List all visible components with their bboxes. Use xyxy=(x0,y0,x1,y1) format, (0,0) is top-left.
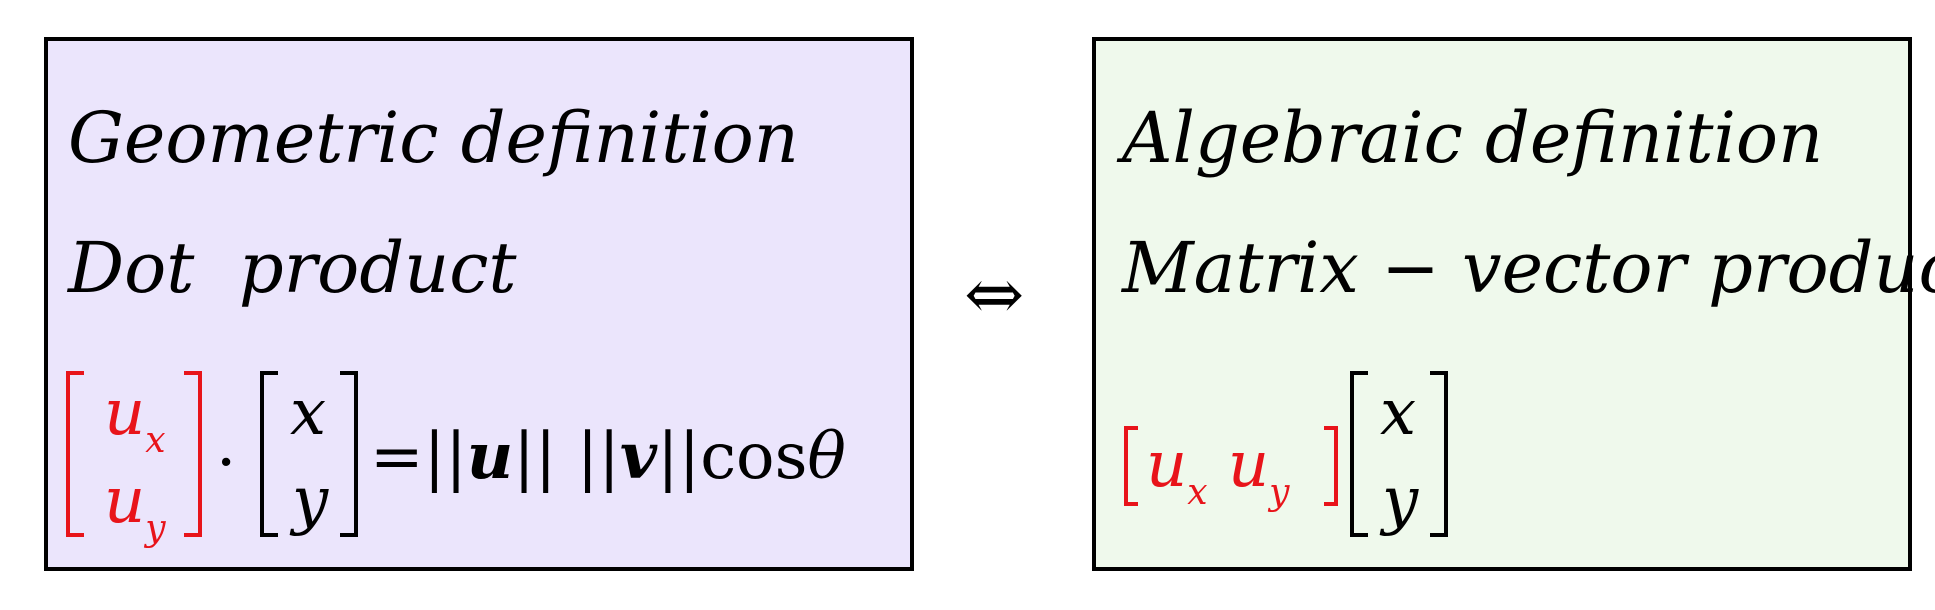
equivalence-arrow: ⇔ xyxy=(964,252,1025,336)
dot-product-title: Dot product xyxy=(68,227,517,309)
vector-x-entry: x xyxy=(290,376,327,450)
u-x-symbol: u xyxy=(104,376,146,450)
left-bracket-u xyxy=(66,371,84,537)
row-u-y-subscript: y xyxy=(1269,472,1290,513)
row-u-y-symbol: u xyxy=(1227,428,1270,502)
row-u-x-symbol: u xyxy=(1146,428,1188,502)
row-u-x-subscript: x xyxy=(1187,472,1208,513)
col-x-entry: x xyxy=(1380,376,1417,450)
norm-expression: =||u|| ||v||cosθ xyxy=(370,425,846,490)
norm-u-right: || xyxy=(513,420,557,494)
u-x-entry: ux xyxy=(104,381,166,459)
geometric-title: Geometric definition xyxy=(68,97,799,179)
equals-sign: = xyxy=(370,420,424,494)
u-y-symbol: u xyxy=(104,464,146,538)
row-vector-entries: ux uy xyxy=(1146,433,1289,511)
u-x-subscript: x xyxy=(145,420,166,461)
geometric-definition-panel: Geometric definition Dot product ux uy ·… xyxy=(44,37,914,571)
algebraic-definition-panel: Algebraic definition Matrix − vector pro… xyxy=(1092,37,1935,571)
left-bracket-row xyxy=(1124,426,1138,506)
matrix-vector-title: Matrix − vector product xyxy=(1122,227,1935,309)
left-bracket-col xyxy=(1350,371,1368,537)
col-y-entry: y xyxy=(1382,464,1419,538)
vector-y-entry: y xyxy=(292,464,329,538)
norm-v-left: || xyxy=(576,420,620,494)
norm-v-right: || xyxy=(657,420,701,494)
cos-function: cos xyxy=(700,420,808,494)
right-bracket-col xyxy=(1430,371,1448,537)
dot-operator: · xyxy=(216,426,237,500)
vector-v-bold: v xyxy=(619,419,658,494)
u-y-subscript: y xyxy=(145,508,166,549)
algebraic-title: Algebraic definition xyxy=(1122,97,1824,179)
u-y-entry: uy xyxy=(104,469,166,547)
vector-u-bold: u xyxy=(466,419,514,494)
right-bracket-v xyxy=(340,371,358,537)
left-bracket-v xyxy=(260,371,278,537)
right-bracket-u xyxy=(184,371,202,537)
right-bracket-row xyxy=(1324,426,1338,506)
norm-u-left: || xyxy=(423,420,467,494)
theta-symbol: θ xyxy=(807,420,846,494)
